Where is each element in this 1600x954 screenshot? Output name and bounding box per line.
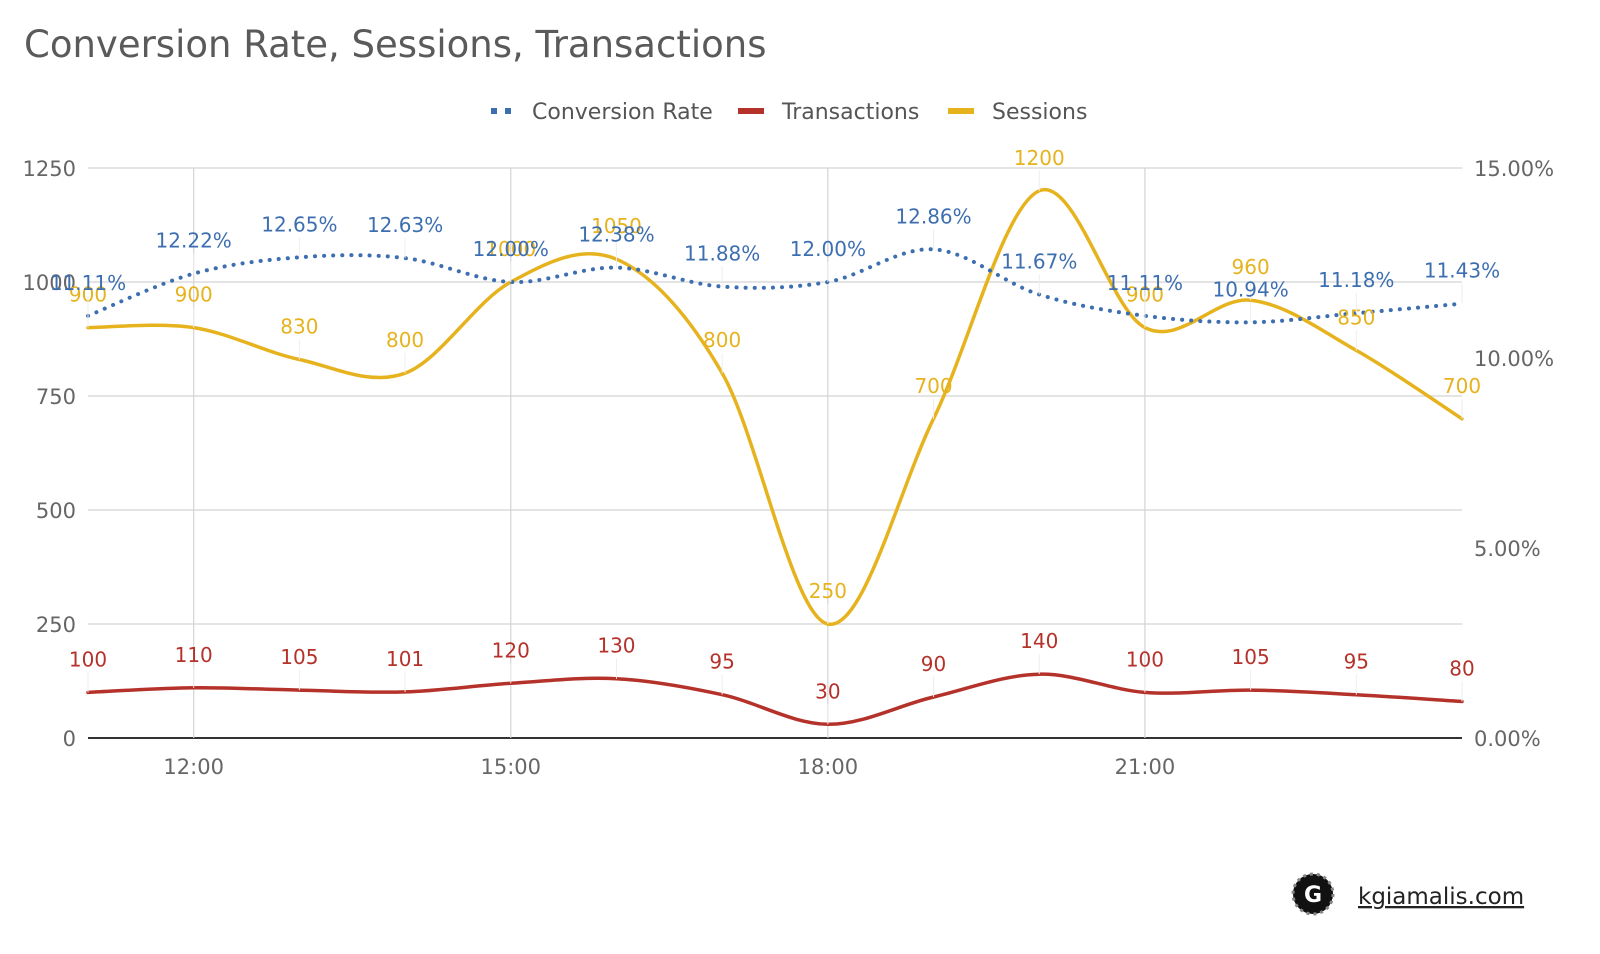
y-right-tick-label: 10.00%	[1474, 347, 1554, 371]
series-line-conversion-rate	[86, 247, 1464, 325]
legend-label: Sessions	[992, 100, 1087, 125]
watermark[interactable]: G kgiamalis.com	[1291, 872, 1524, 916]
brand-logo-letter: G	[1304, 883, 1322, 908]
data-label: 11.11%	[50, 271, 126, 295]
data-label: 12.00%	[790, 237, 866, 261]
legend: Conversion Rate Transactions Sessions	[491, 100, 1087, 125]
data-label: 12.65%	[261, 212, 337, 236]
data-label: 105	[1232, 645, 1270, 669]
data-label: 95	[709, 650, 734, 674]
x-tick-label: 12:00	[163, 755, 224, 779]
x-axis: 12:00 15:00 18:00 21:00	[163, 755, 1175, 779]
data-label: 12.22%	[156, 229, 232, 253]
x-tick-label: 21:00	[1115, 755, 1176, 779]
y-right-tick-label: 0.00%	[1474, 727, 1541, 751]
data-label: 10.94%	[1212, 277, 1288, 301]
y-axis-right: 0.00% 5.00% 10.00% 15.00%	[1474, 157, 1554, 751]
data-label: 30	[815, 679, 840, 703]
data-label: 100	[69, 647, 107, 671]
data-label: 105	[280, 645, 318, 669]
series-group	[86, 187, 1464, 727]
data-label: 250	[809, 579, 847, 603]
brand-link[interactable]: kgiamalis.com	[1358, 884, 1524, 910]
data-label: 900	[175, 283, 213, 307]
data-label: 11.43%	[1424, 259, 1500, 283]
data-label: 11.11%	[1107, 271, 1183, 295]
data-label: 11.88%	[684, 242, 760, 266]
data-label: 1050	[591, 214, 642, 238]
data-label: 101	[386, 647, 424, 671]
legend-label: Conversion Rate	[532, 100, 713, 125]
data-label: 700	[914, 374, 952, 398]
data-label: 140	[1020, 629, 1058, 653]
data-label: 960	[1232, 255, 1270, 279]
data-label: 12.86%	[895, 204, 971, 228]
data-label: 12.00%	[473, 237, 549, 261]
y-left-tick-label: 1000	[23, 271, 76, 295]
data-label: 800	[386, 328, 424, 352]
y-left-tick-label: 0	[63, 727, 76, 751]
y-axis-left: 0 250 500 750 1000 1250	[23, 157, 76, 751]
series-line-sessions	[86, 187, 1464, 626]
data-label: 95	[1344, 650, 1369, 674]
data-label: 110	[175, 643, 213, 667]
data-label: 800	[703, 328, 741, 352]
y-left-tick-label: 1250	[23, 157, 76, 181]
data-label: 830	[280, 315, 318, 339]
legend-label: Transactions	[781, 100, 919, 125]
data-label: 12.38%	[578, 223, 654, 247]
data-label: 100	[1126, 647, 1164, 671]
data-label: 1200	[1014, 146, 1065, 170]
data-label: 1000	[485, 237, 536, 261]
y-right-tick-label: 15.00%	[1474, 157, 1554, 181]
y-left-tick-label: 500	[36, 499, 76, 523]
data-label: 120	[492, 638, 530, 662]
chart-title: Conversion Rate, Sessions, Transactions	[24, 23, 766, 66]
grid	[88, 167, 1462, 739]
y-left-tick-label: 750	[36, 385, 76, 409]
data-label: 11.67%	[1001, 250, 1077, 274]
data-label: 80	[1449, 657, 1474, 681]
series-line-transactions	[86, 672, 1464, 727]
data-label: 12.63%	[367, 213, 443, 237]
y-right-tick-label: 5.00%	[1474, 537, 1541, 561]
x-tick-label: 15:00	[481, 755, 542, 779]
data-label: 130	[597, 634, 635, 658]
data-label: 700	[1443, 374, 1481, 398]
brand-logo-icon	[1291, 872, 1335, 916]
x-tick-label: 18:00	[798, 755, 859, 779]
data-label: 11.18%	[1318, 268, 1394, 292]
y-left-tick-label: 250	[36, 613, 76, 637]
data-label: 90	[921, 652, 946, 676]
data-labels: 100 110 105 101 120 130 95 30 90 140 100 105 95 80 900…	[50, 146, 1500, 725]
